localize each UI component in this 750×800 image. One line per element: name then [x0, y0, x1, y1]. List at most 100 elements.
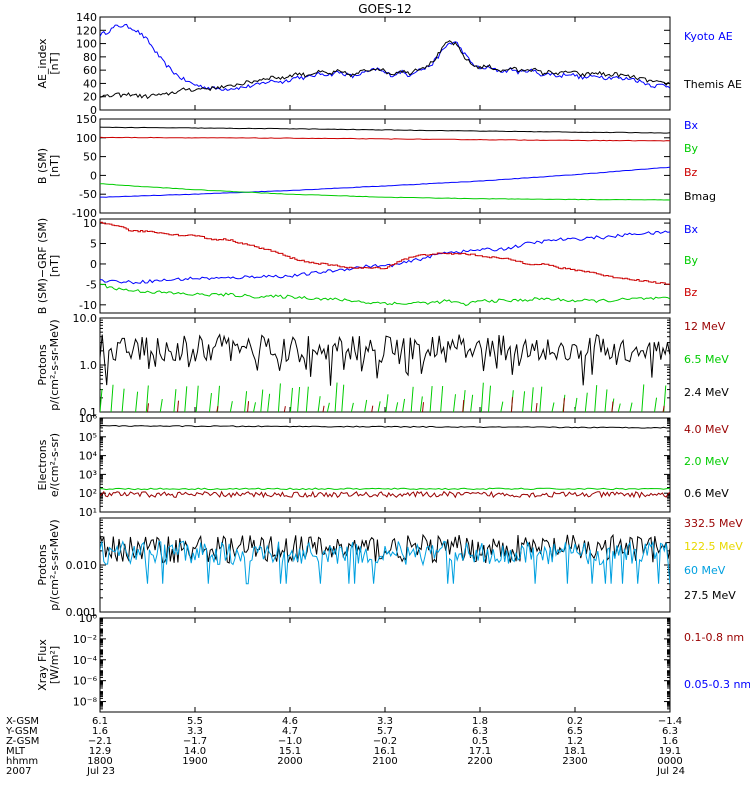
ytick-label-ae: 60 — [83, 64, 97, 77]
xaxis-tick-value: 6.1 — [92, 716, 108, 727]
series-bx — [100, 230, 670, 285]
ytick-label-protons2: 0.001 — [66, 606, 98, 619]
ytick-label-bdiff: 0 — [90, 258, 97, 271]
legend-electrons-1: 2.0 MeV — [684, 455, 729, 468]
xaxis-tick-value: 18.1 — [564, 746, 586, 757]
series-bmag — [100, 126, 670, 134]
panel-protons2: 0.001 0.010 Protons p/(cm²-s-sr-MeV) 332.5 M… — [36, 517, 743, 619]
ytick-label-protons1: 10.0 — [73, 312, 98, 325]
legend-bdiff-0: Bx — [684, 223, 699, 236]
series-6p5-mev — [350, 402, 354, 412]
xaxis-tick-value: 3.3 — [377, 716, 393, 727]
series-bz — [100, 221, 670, 285]
xaxis-row-label: 2007 — [6, 766, 31, 777]
series-6p5-mev — [277, 383, 281, 412]
ytick-label-xray: 10⁻⁴ — [73, 654, 98, 667]
series-12-mev — [562, 397, 565, 412]
series-6p5-mev — [385, 394, 389, 412]
ytick-label-xray: 10⁻⁸ — [73, 696, 98, 709]
ylabel-protons2: p/(cm²-s-sr-MeV) — [48, 519, 61, 610]
xaxis-tick-value: 4.6 — [282, 716, 298, 727]
ytick-label-protons1: 0.1 — [80, 406, 98, 419]
series-6p5-mev — [654, 397, 658, 412]
series-6p5-mev — [100, 388, 103, 412]
xaxis-tick-value: 2100 — [372, 756, 397, 767]
legend-electrons-0: 4.0 MeV — [684, 423, 729, 436]
ytick-label-bfield: 50 — [83, 151, 97, 164]
xaxis-tick-value: 1.8 — [472, 716, 488, 727]
ytick-label-bdiff: 5 — [90, 238, 97, 251]
xaxis-tick-value: 6.3 — [472, 726, 488, 737]
ytick-label-ae: 140 — [76, 11, 97, 24]
legend-bdiff-1: By — [684, 254, 699, 267]
xaxis-tick-value: −1.7 — [183, 736, 207, 747]
legend-xray-1: 0.05-0.3 nm — [684, 678, 750, 691]
ytick-label-ae: 0 — [90, 104, 97, 117]
ylabel-xray: Xray Flux — [36, 639, 49, 691]
xaxis-row-label: MLT — [6, 746, 26, 757]
series-6p5-mev — [253, 402, 256, 412]
xaxis-tick-value: 2200 — [467, 756, 492, 767]
ytick-label-electrons: 10⁵ — [79, 431, 97, 444]
ytick-label-bdiff: -10 — [79, 299, 97, 312]
series-6p5-mev — [173, 389, 177, 412]
legend-xray-0: 0.1-0.8 nm — [684, 631, 744, 644]
series-12-mev — [662, 405, 665, 412]
xaxis-tick-value: 4.7 — [282, 726, 298, 737]
ylabel-bfield: B (SM) — [36, 148, 49, 184]
figure-title: GOES-12 — [358, 2, 412, 16]
series-6p5-mev — [244, 391, 248, 412]
panel-frame-ae — [99, 16, 671, 111]
series-6p5-mev — [522, 391, 526, 412]
legend-protons1-0: 12 MeV — [684, 320, 726, 333]
ytick-label-ae: 80 — [83, 51, 97, 64]
series-6p5-mev — [539, 386, 543, 412]
xaxis-tick-value: Jul 23 — [86, 766, 115, 777]
series-2p0-mev — [100, 487, 670, 491]
series-bz — [100, 136, 670, 142]
ylabel-bdiff: [nT] — [48, 255, 61, 277]
series-group-protons2 — [100, 533, 670, 585]
series-6p5-mev — [487, 385, 491, 412]
panel-electrons: 10¹ 10² 10³ 10⁴ 10⁵ 10⁶ Electrons e/(cm²-s-sr) 4… — [36, 412, 729, 519]
ytick-label-bfield: 100 — [76, 132, 97, 145]
series-6p5-mev — [604, 389, 608, 412]
series-6p5-mev — [551, 402, 555, 412]
series-group-bdiff — [100, 221, 670, 307]
ytick-label-ae: 120 — [76, 24, 97, 37]
series-6p5-mev — [317, 396, 321, 412]
ytick-label-electrons: 10³ — [79, 468, 97, 481]
xaxis-tick-value: 1.2 — [567, 736, 583, 747]
ytick-label-bdiff: -5 — [86, 278, 97, 291]
series-6p5-mev — [305, 386, 309, 412]
xaxis-tick-value: 1900 — [182, 756, 207, 767]
ylabel-bfield: [nT] — [48, 155, 61, 177]
xaxis-tick-value: 1.6 — [92, 726, 108, 737]
series-6p5-mev — [594, 385, 598, 412]
series-6p5-mev — [267, 393, 271, 412]
ytick-label-bfield: -100 — [72, 207, 97, 220]
ylabel-bdiff: B (SM)−GRF (SM) — [36, 218, 49, 314]
xaxis-tick-value: 12.9 — [89, 746, 111, 757]
ylabel-electrons: e/(cm²-s-sr) — [48, 433, 61, 497]
panel-bfield: -100 -50 0 50 100 150 B (SM) [nT] Bx By Bz Bmag — [36, 113, 716, 220]
xaxis-tick-value: −2.1 — [88, 736, 112, 747]
xaxis-tick-value: 2300 — [562, 756, 587, 767]
ytick-label-xray: 10⁻⁶ — [73, 675, 98, 688]
series-group-bfield — [100, 126, 670, 201]
series-6p5-mev — [377, 401, 381, 412]
series-12-mev — [216, 406, 219, 412]
xaxis-tick-value: 2000 — [277, 756, 302, 767]
series-0p6-mev — [100, 424, 670, 429]
series-themis-ae — [100, 40, 670, 100]
panel-frame-bfield — [99, 118, 671, 214]
panel-protons1: 0.1 1.0 10.0 Protons p/(cm²-s-sr-MeV) 12 MeV 6… — [36, 312, 729, 419]
series-6p5-mev — [395, 402, 399, 412]
series-6p5-mev — [574, 397, 578, 412]
panel-frame-electrons — [99, 417, 671, 513]
series-bx — [100, 166, 670, 198]
xaxis-tick-value: 1800 — [87, 756, 112, 767]
series-6p5-mev — [159, 398, 163, 412]
